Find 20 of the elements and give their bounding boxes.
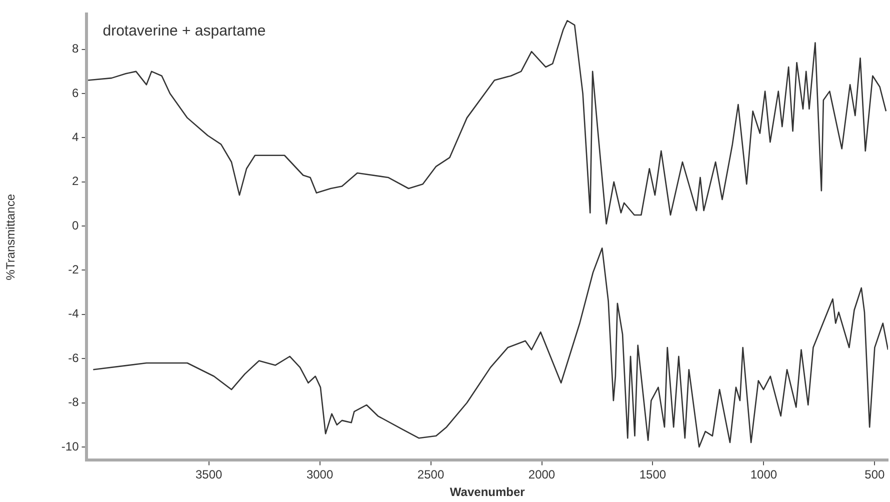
y-tick-label: 2 <box>72 174 80 188</box>
y-tick-label: -2 <box>68 262 80 277</box>
x-tick-label: 1500 <box>639 468 666 482</box>
annotation: drotaverine + aspartame <box>102 22 266 40</box>
x-tick-label: 3500 <box>195 468 222 482</box>
x-tick-label: 3000 <box>306 468 334 482</box>
x-tick-label: 2000 <box>528 468 556 482</box>
y-tick-label: -8 <box>68 395 80 410</box>
x-tick-label: 2500 <box>417 468 444 482</box>
y-tick-label: 4 <box>72 130 80 144</box>
y-tick-label: 6 <box>72 86 80 100</box>
y-tick-label: -10 <box>61 439 80 454</box>
y-axis-title: %Transmittance <box>4 194 18 280</box>
y-tick-label: -6 <box>68 350 80 365</box>
y-tick-label: 0 <box>72 218 80 232</box>
y-tick-label: -4 <box>68 306 80 321</box>
x-axis-title: Wavenumber <box>450 485 526 500</box>
x-tick-label: 500 <box>864 468 886 482</box>
x-tick-label: 1000 <box>750 468 778 482</box>
y-tick-label: 8 <box>72 42 80 56</box>
